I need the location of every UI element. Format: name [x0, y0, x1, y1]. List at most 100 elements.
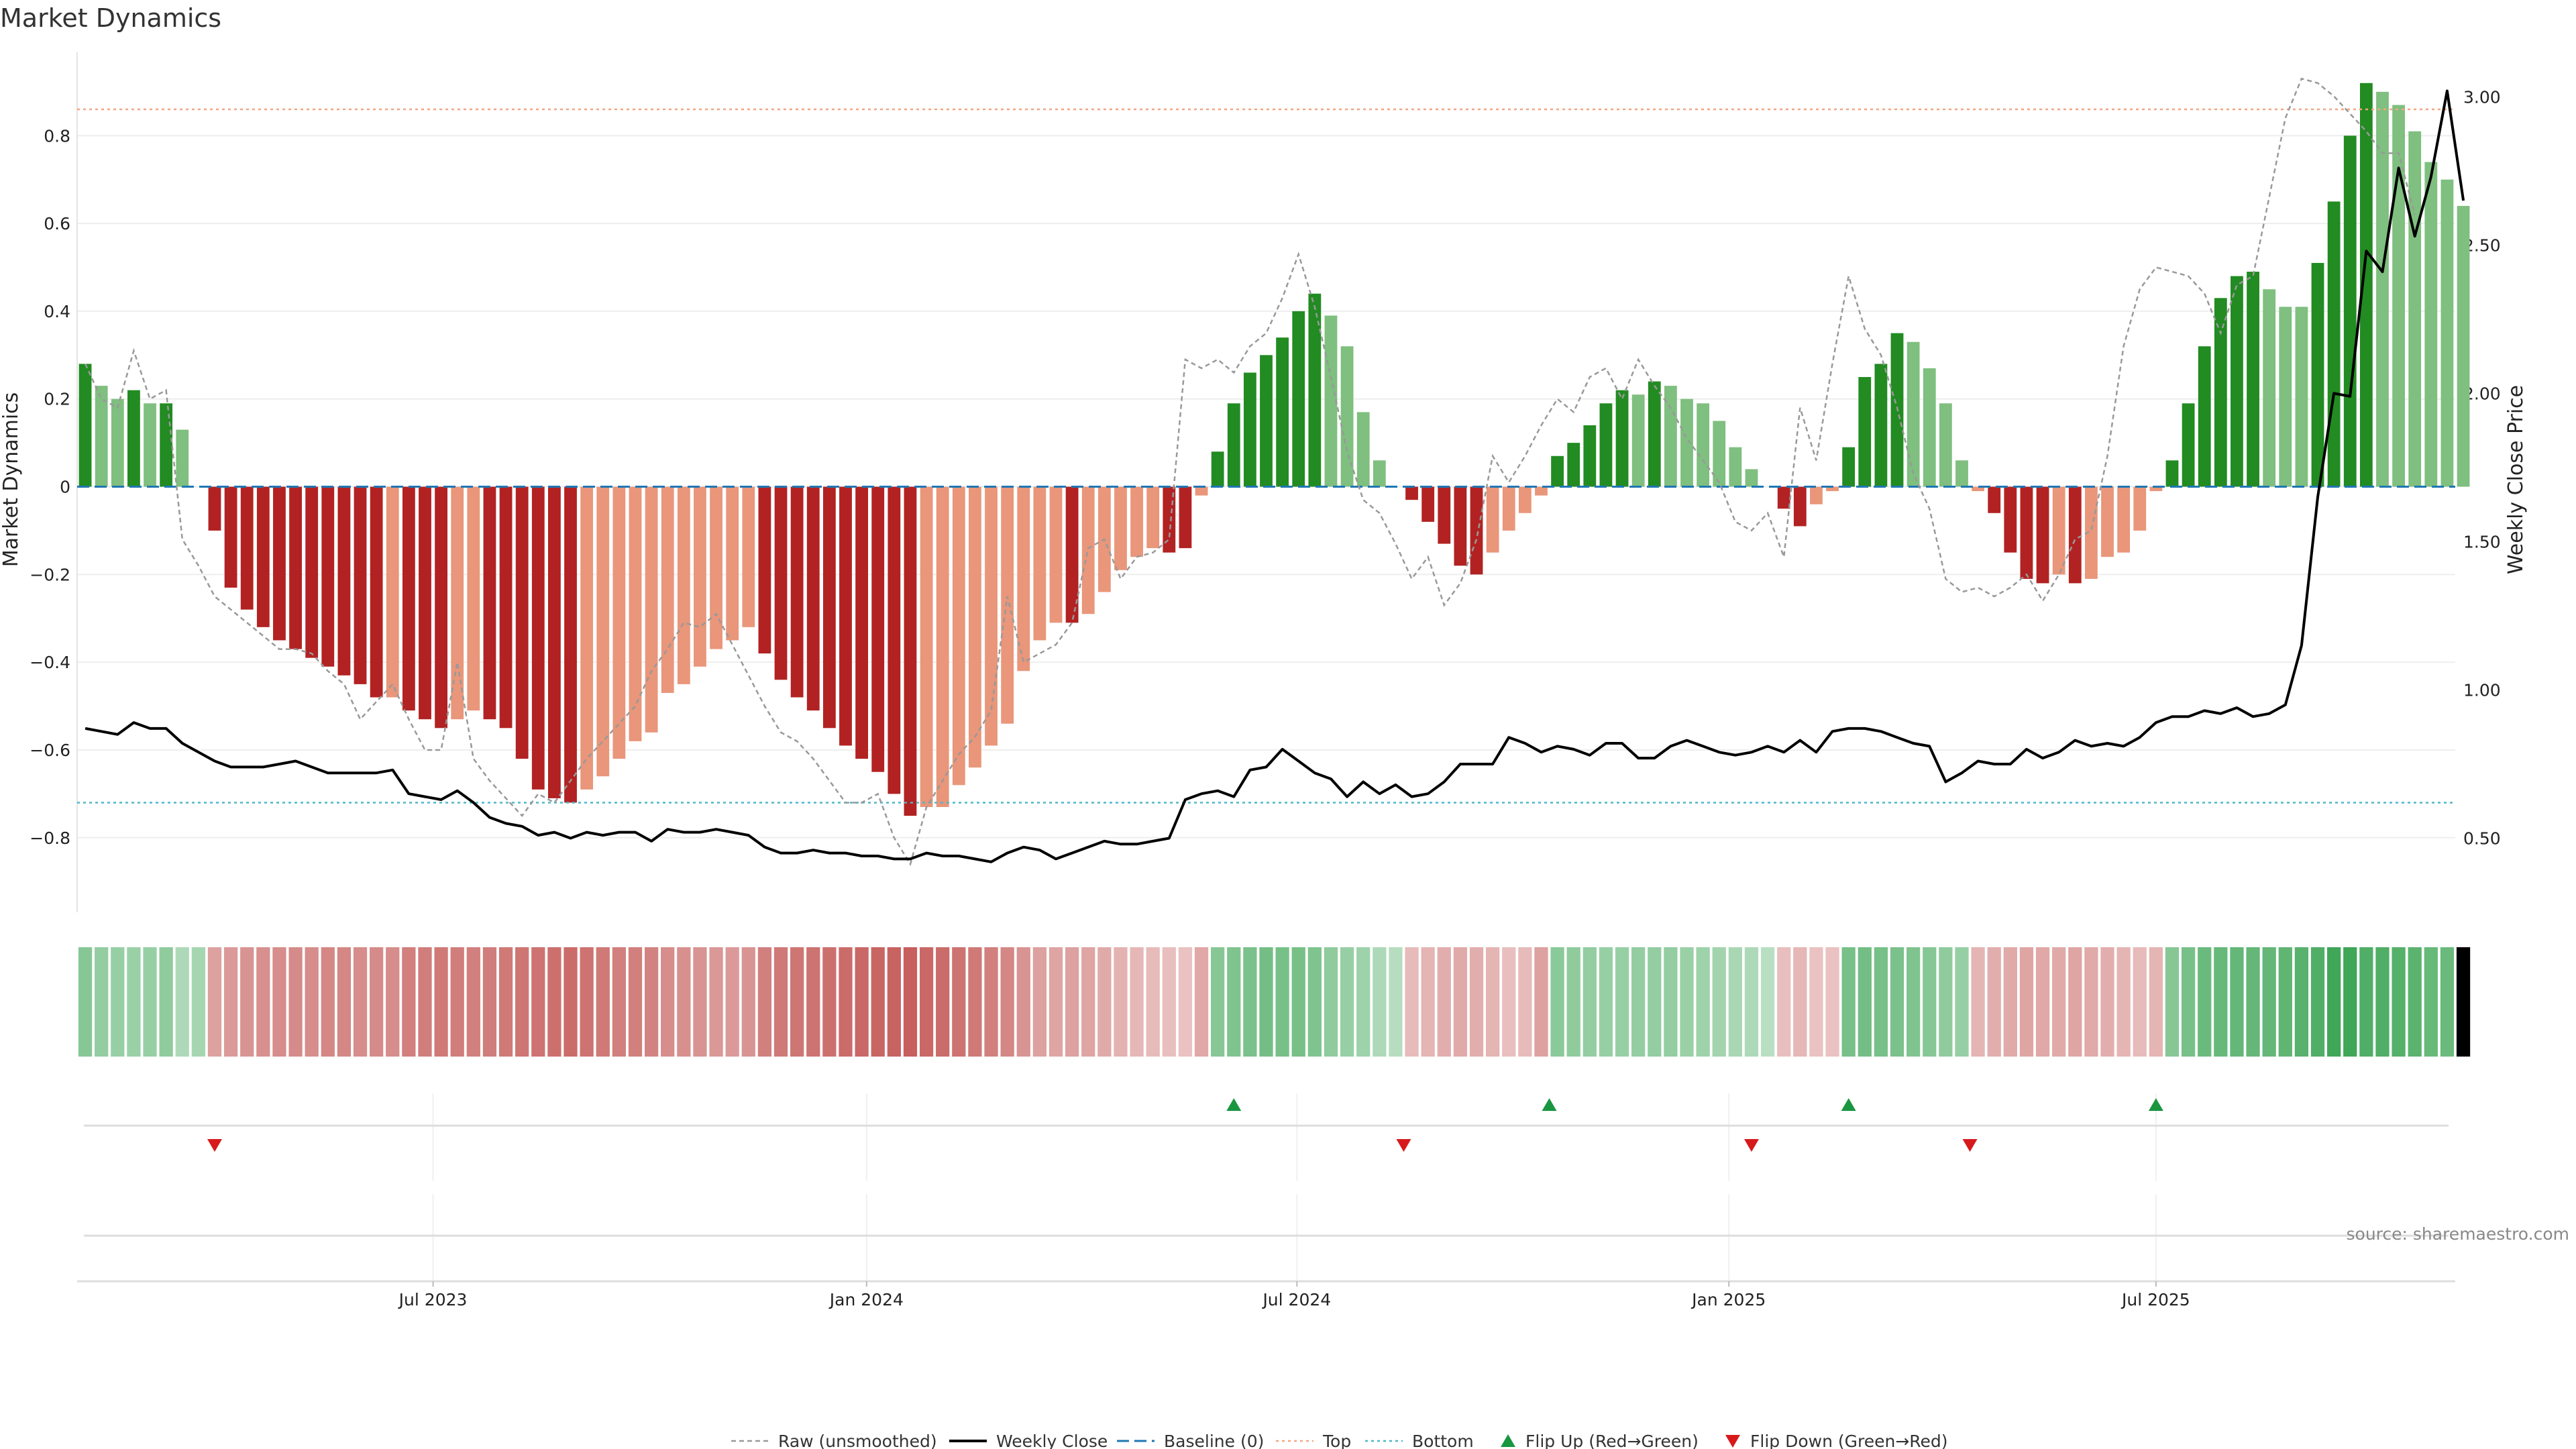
histogram-bar	[1777, 486, 1790, 509]
strip-cell	[418, 947, 432, 1057]
histogram-bar	[1713, 421, 1726, 487]
histogram-bar	[1033, 486, 1046, 641]
strip-cell	[547, 947, 561, 1057]
histogram-bar	[1227, 403, 1240, 487]
strip-cell	[1291, 947, 1305, 1057]
strip-cell	[515, 947, 529, 1057]
histogram-bar	[531, 486, 545, 790]
strip-cell	[2343, 947, 2357, 1057]
strip-cell	[466, 947, 480, 1057]
legend-swatch	[1725, 1435, 1740, 1448]
histogram-bar	[580, 486, 594, 790]
strip-cell	[2052, 947, 2066, 1057]
histogram-bar	[273, 486, 286, 641]
strip-cell	[1923, 947, 1937, 1057]
strip-cell	[434, 947, 448, 1057]
histogram-bar	[1324, 315, 1338, 487]
strip-cell	[305, 947, 319, 1057]
histogram-bar	[661, 486, 674, 693]
x-tick-label: Jan 2024	[828, 1290, 904, 1309]
histogram-bar	[144, 403, 156, 487]
histogram-bar	[904, 486, 917, 816]
histogram-bar	[1049, 486, 1063, 623]
strip-cell	[2214, 947, 2228, 1057]
flip-down-marker	[1396, 1139, 1411, 1152]
histogram-bar	[548, 486, 561, 798]
strip-cell	[2230, 947, 2244, 1057]
flip-up-marker	[2148, 1098, 2163, 1111]
histogram-bar	[2198, 346, 2211, 487]
strip-cell	[757, 947, 772, 1057]
strip-cell	[240, 947, 254, 1057]
strip-cell	[1373, 947, 1387, 1057]
histogram-bar	[2376, 91, 2389, 487]
strip-cell	[2408, 947, 2422, 1057]
histogram-bar	[1146, 486, 1160, 549]
histogram-bar	[289, 486, 302, 649]
histogram-bar	[1081, 486, 1095, 614]
strip-cell	[1890, 947, 1904, 1057]
strip-cell	[1130, 947, 1144, 1057]
strip-cell	[1825, 947, 1839, 1057]
strip-cell	[596, 947, 610, 1057]
strip-cell	[871, 947, 885, 1057]
histogram-bar	[1017, 486, 1030, 672]
histogram-bar	[2020, 486, 2033, 579]
strip-cell	[839, 947, 853, 1057]
strip-cell	[725, 947, 739, 1057]
intensity-strip	[78, 947, 2471, 1057]
strip-cell	[1760, 947, 1775, 1057]
y-tick-label-right: 0.50	[2463, 828, 2501, 848]
histogram-bar	[1535, 486, 1548, 496]
legend-label: Flip Down (Green→Red)	[1750, 1432, 1948, 1449]
histogram-bar	[629, 486, 642, 741]
histogram-bar	[2392, 105, 2406, 487]
strip-cell	[1146, 947, 1160, 1057]
strip-cell	[2035, 947, 2050, 1057]
legend-item-flip-up: Flip Up (Red→Green)	[1501, 1432, 1699, 1449]
histogram-bar	[1810, 486, 1823, 504]
histogram-bar	[256, 486, 270, 627]
strip-cell	[2310, 947, 2325, 1057]
strip-cell	[1453, 947, 1468, 1057]
strip-cell	[2262, 947, 2276, 1057]
strip-cell	[78, 947, 93, 1057]
strip-cell	[1259, 947, 1273, 1057]
strip-cell	[127, 947, 141, 1057]
histogram-bar	[451, 486, 464, 720]
histogram-bar	[1130, 486, 1143, 557]
histogram-bar	[2149, 486, 2163, 492]
strip-cell	[1987, 947, 2001, 1057]
strip-cell	[2246, 947, 2260, 1057]
strip-cell	[644, 947, 659, 1057]
strip-cell	[272, 947, 286, 1057]
strip-cell	[2424, 947, 2438, 1057]
strip-cell	[1777, 947, 1791, 1057]
y-axis-label-left: Market Dynamics	[0, 392, 23, 568]
histogram-bar	[499, 486, 513, 729]
x-tick-label: Jul 2023	[398, 1290, 468, 1309]
legend-label: Weekly Close	[996, 1432, 1108, 1449]
histogram-bar	[1065, 486, 1079, 623]
histogram-bar	[1907, 341, 1920, 487]
strip-cell	[1016, 947, 1030, 1057]
histogram-bar	[1631, 394, 1645, 487]
x-tick-label: Jul 2024	[1261, 1290, 1331, 1309]
strip-cell	[903, 947, 918, 1057]
strip-cell	[919, 947, 934, 1057]
strip-cell	[2019, 947, 2034, 1057]
strip-cell	[1356, 947, 1371, 1057]
raw-unsmoothed-line	[84, 77, 2416, 867]
strip-cell	[337, 947, 352, 1057]
histogram-bar	[2182, 403, 2195, 487]
histogram-bar	[2133, 486, 2147, 531]
histogram-bar	[2440, 179, 2454, 487]
histogram-bar	[1826, 486, 1839, 492]
x-axis: Jul 2023 Jan 2024 Jul 2024 Jan 2025 Jul 2025	[77, 1280, 2455, 1309]
histogram-bar	[2327, 201, 2341, 487]
histogram-bar	[1195, 486, 1208, 496]
histogram-bar	[2231, 276, 2243, 487]
histogram-bar	[1276, 337, 1289, 487]
histogram-bar	[160, 403, 173, 487]
histogram-bar	[2052, 486, 2065, 575]
